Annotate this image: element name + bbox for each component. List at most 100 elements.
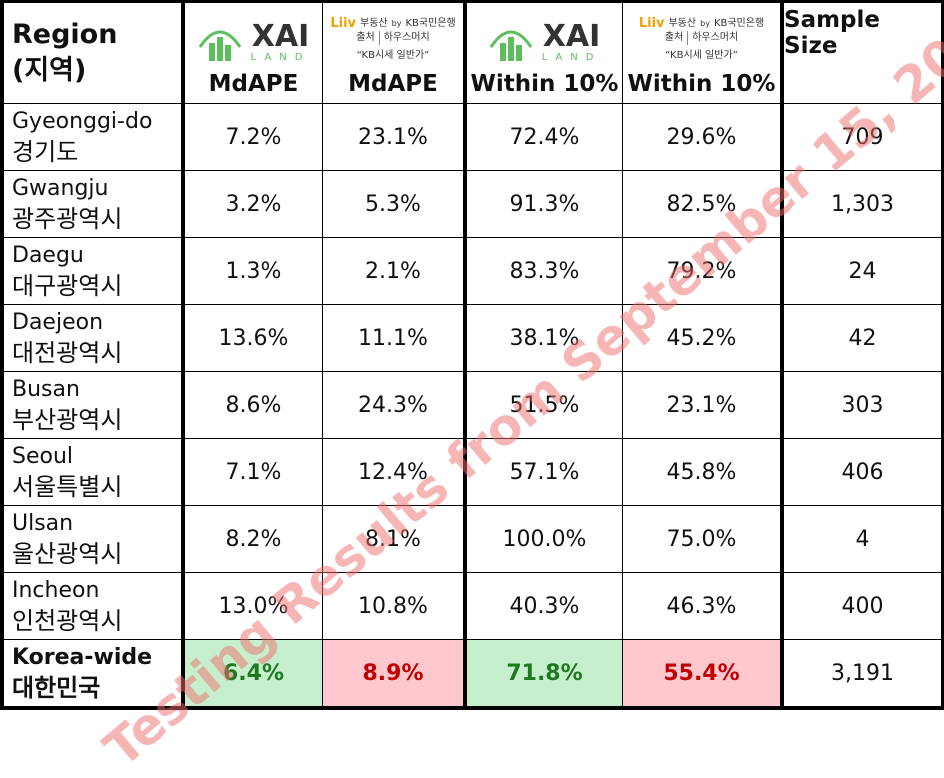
value: 1,303	[831, 191, 894, 217]
region-cell: Korea-wide 대한민국	[4, 640, 181, 706]
value: 24	[848, 258, 877, 284]
region-ko: 경기도	[12, 138, 79, 166]
logo-row: 출처 하우스머치	[665, 31, 738, 45]
value-cell: 8.1%	[323, 506, 463, 572]
value-cell: 57.1%	[467, 439, 622, 505]
value: 46.3%	[666, 593, 737, 619]
logo-brand: Liiv	[330, 16, 357, 31]
region-en: Gyeonggi-do	[12, 109, 153, 134]
value-cell: 5.3%	[323, 171, 463, 237]
logo-text: 부동산	[668, 18, 697, 29]
value-cell: 72.4%	[467, 104, 622, 170]
value: 40.3%	[509, 593, 580, 619]
column-header: MdAPE	[348, 71, 438, 97]
logo-note: “KB시세 일반가”	[356, 50, 430, 61]
header-label: Region	[12, 19, 118, 50]
value-cell: 7.1%	[185, 439, 322, 505]
region-ko: 대한민국	[12, 674, 101, 702]
column-header: MdAPE	[208, 71, 299, 97]
column-header: Sample Size	[784, 7, 880, 59]
value-cell: 13.6%	[185, 305, 322, 371]
logo-row: Liiv 부동산 by KB국민은행	[639, 17, 764, 31]
value-cell: 83.3%	[467, 238, 622, 304]
value-cell: 79.2%	[623, 238, 780, 304]
value: 13.6%	[218, 325, 289, 351]
region-ko: 서울특별시	[12, 473, 123, 501]
value: 83.3%	[509, 258, 580, 284]
value: 8.6%	[225, 392, 282, 418]
logo-text: XAI LAND	[542, 19, 602, 64]
value-cell: 75.0%	[623, 506, 780, 572]
header-cell: Liiv 부동산 by KB국민은행 출처 하우스머치 “KB시세 일반가” Within 1…	[623, 3, 780, 103]
logo-text: 부동산	[360, 18, 388, 29]
value: 303	[841, 392, 884, 418]
value-cell: 12.4%	[323, 439, 463, 505]
region-en: Daejeon	[12, 310, 104, 335]
value: 72.4%	[509, 124, 580, 150]
value-cell: 4	[784, 506, 941, 572]
value-cell: 709	[784, 104, 941, 170]
value-cell: 100.0%	[467, 506, 622, 572]
kb-logo: Liiv 부동산 by KB국민은행 출처 하우스머치 “KB시세 일반가”	[330, 17, 455, 63]
logo-text: by	[700, 19, 710, 28]
logo-text: 출처	[664, 32, 684, 43]
region-en: Seoul	[12, 444, 74, 469]
region-en: Daegu	[12, 243, 84, 268]
region-en: Gwangju	[12, 176, 109, 201]
value-cell: 10.8%	[323, 573, 463, 639]
logo-text: XAI LAND	[251, 19, 311, 64]
value-cell: 8.2%	[185, 506, 322, 572]
value: 24.3%	[358, 392, 428, 418]
region-cell: Gwangju 광주광역시	[4, 171, 181, 237]
value: 7.1%	[225, 459, 282, 485]
total-value: 3,191	[831, 660, 894, 686]
value-cell: 29.6%	[623, 104, 780, 170]
value-cell: 8.6%	[185, 372, 322, 438]
total-cell: 3,191	[784, 640, 941, 706]
value: 13.0%	[218, 593, 289, 619]
value-cell: 303	[784, 372, 941, 438]
value: 23.1%	[666, 392, 737, 418]
value: 12.4%	[358, 459, 428, 485]
value: 51.5%	[509, 392, 580, 418]
value: 91.3%	[509, 191, 580, 217]
value: 10.8%	[358, 593, 428, 619]
region-ko: 인천광역시	[12, 607, 123, 635]
logo-note: “KB시세 일반가”	[665, 50, 738, 61]
value-cell: 3.2%	[185, 171, 322, 237]
value-cell: 406	[784, 439, 941, 505]
region-en: Incheon	[12, 578, 100, 603]
header-cell: Sample Size	[784, 3, 941, 103]
total-cell: 71.8%	[467, 640, 622, 706]
value: 8.2%	[225, 526, 282, 552]
region-cell: Incheon 인천광역시	[4, 573, 181, 639]
value-cell: 42	[784, 305, 941, 371]
region-ko: 울산광역시	[12, 540, 123, 568]
region-cell: Daegu 대구광역시	[4, 238, 181, 304]
value-cell: 24.3%	[323, 372, 463, 438]
value-cell: 24	[784, 238, 941, 304]
logo-text: 출처	[356, 32, 375, 43]
value-cell: 46.3%	[623, 573, 780, 639]
logo-name: XAI	[251, 19, 310, 54]
value: 709	[841, 124, 884, 150]
region-en: Busan	[12, 377, 80, 402]
header-cell: Liiv 부동산 by KB국민은행 출처 하우스머치 “KB시세 일반가” MdAPE	[323, 3, 463, 103]
value: 5.3%	[365, 191, 421, 217]
value: 29.6%	[666, 124, 737, 150]
region-en: Korea-wide	[12, 645, 153, 670]
logo-text: 하우스머치	[378, 31, 430, 45]
region-en: Ulsan	[12, 511, 74, 536]
value-cell: 13.0%	[185, 573, 322, 639]
value: 42	[848, 325, 877, 351]
total-cell: 8.9%	[323, 640, 463, 706]
value: 406	[841, 459, 884, 485]
region-ko: 대전광역시	[12, 339, 123, 367]
total-value: 71.8%	[506, 660, 583, 686]
value: 4	[855, 526, 870, 552]
value-cell: 82.5%	[623, 171, 780, 237]
value-cell: 2.1%	[323, 238, 463, 304]
region-ko: 대구광역시	[12, 272, 123, 300]
value: 100.0%	[502, 526, 587, 552]
logo-name: XAI	[542, 19, 601, 54]
